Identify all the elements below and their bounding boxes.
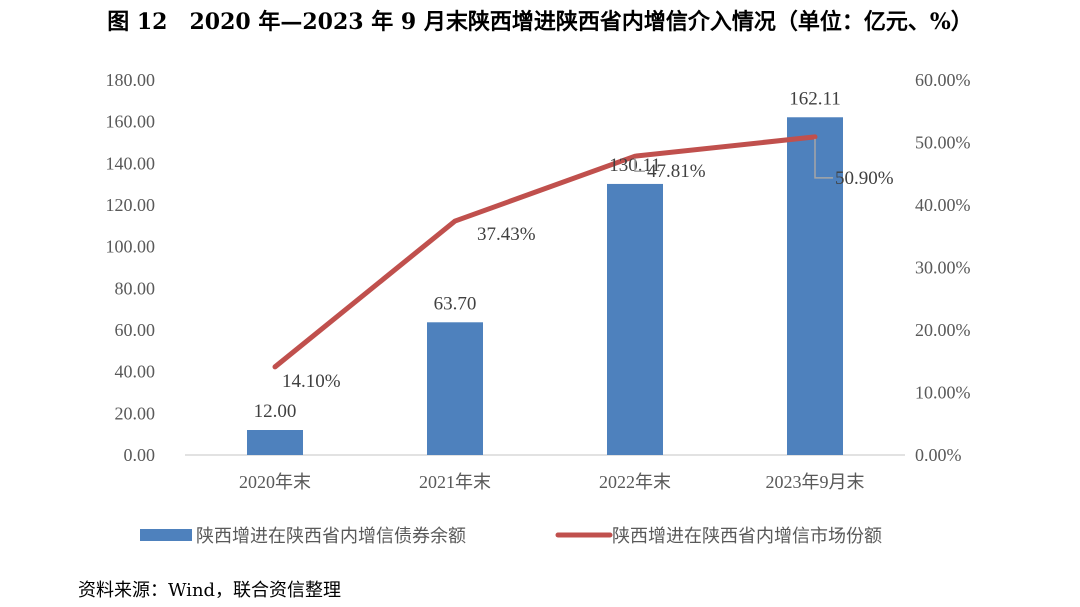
line-value-label: 47.81% bbox=[647, 161, 706, 182]
left-tick-label: 40.00 bbox=[115, 362, 156, 382]
legend-bar-label: 陕西增进在陕西省内增信债券余额 bbox=[196, 526, 466, 547]
left-tick-label: 180.00 bbox=[106, 70, 156, 90]
left-tick-label: 160.00 bbox=[106, 112, 156, 132]
line-value-label: 50.90% bbox=[835, 168, 894, 189]
leader-line bbox=[634, 158, 645, 172]
legend-bar-swatch bbox=[140, 529, 192, 541]
right-tick-label: 60.00% bbox=[915, 70, 971, 90]
legend-line-label: 陕西增进在陕西省内增信市场份额 bbox=[612, 526, 882, 547]
line-series bbox=[272, 134, 818, 370]
category-axis: 2020年末 2021年末 2022年末 2023年9月末 bbox=[239, 472, 865, 492]
left-tick-label: 0.00 bbox=[124, 445, 156, 465]
combo-chart: 0.00 20.00 40.00 60.00 80.00 100.00 120.00 140.… bbox=[106, 70, 971, 547]
source-note: 资料来源：Wind，联合资信整理 bbox=[78, 580, 342, 601]
chart-title: 图 12 2020 年—2023 年 9 月末陕西增进陕西省内增信介入情况（单位… bbox=[107, 9, 973, 35]
right-tick-label: 0.00% bbox=[915, 445, 962, 465]
line-value-label: 37.43% bbox=[477, 224, 536, 245]
series-line bbox=[272, 134, 818, 370]
right-tick-label: 30.00% bbox=[915, 258, 971, 278]
line-value-label: 14.10% bbox=[282, 371, 341, 392]
data-labels: 12.0063.70130.11162.1114.10%37.43%47.81%… bbox=[254, 88, 894, 422]
left-tick-label: 80.00 bbox=[115, 278, 156, 298]
legend: 陕西增进在陕西省内增信债券余额 陕西增进在陕西省内增信市场份额 bbox=[140, 526, 882, 547]
bar bbox=[427, 322, 483, 455]
leader-line bbox=[814, 138, 833, 179]
bar-series bbox=[247, 117, 843, 455]
right-tick-label: 10.00% bbox=[915, 383, 971, 403]
right-tick-label: 50.00% bbox=[915, 133, 971, 153]
left-axis: 0.00 20.00 40.00 60.00 80.00 100.00 120.00 140.… bbox=[106, 70, 156, 465]
category-label: 2022年末 bbox=[599, 472, 671, 492]
right-tick-label: 40.00% bbox=[915, 195, 971, 215]
bar bbox=[607, 183, 663, 455]
bar-value-label: 63.70 bbox=[434, 293, 477, 314]
left-tick-label: 20.00 bbox=[115, 403, 156, 423]
left-tick-label: 60.00 bbox=[115, 320, 156, 340]
left-tick-label: 100.00 bbox=[106, 237, 156, 257]
category-label: 2021年末 bbox=[419, 472, 491, 492]
right-axis: 0.00% 10.00% 20.00% 30.00% 40.00% 50.00% 60.00… bbox=[915, 70, 971, 465]
bar bbox=[247, 430, 303, 455]
left-tick-label: 140.00 bbox=[106, 153, 156, 173]
left-tick-label: 120.00 bbox=[106, 195, 156, 215]
right-tick-label: 20.00% bbox=[915, 320, 971, 340]
category-label: 2020年末 bbox=[239, 472, 311, 492]
category-label: 2023年9月末 bbox=[766, 472, 865, 492]
bar-value-label: 162.11 bbox=[789, 88, 841, 109]
bar-value-label: 12.00 bbox=[254, 401, 297, 422]
